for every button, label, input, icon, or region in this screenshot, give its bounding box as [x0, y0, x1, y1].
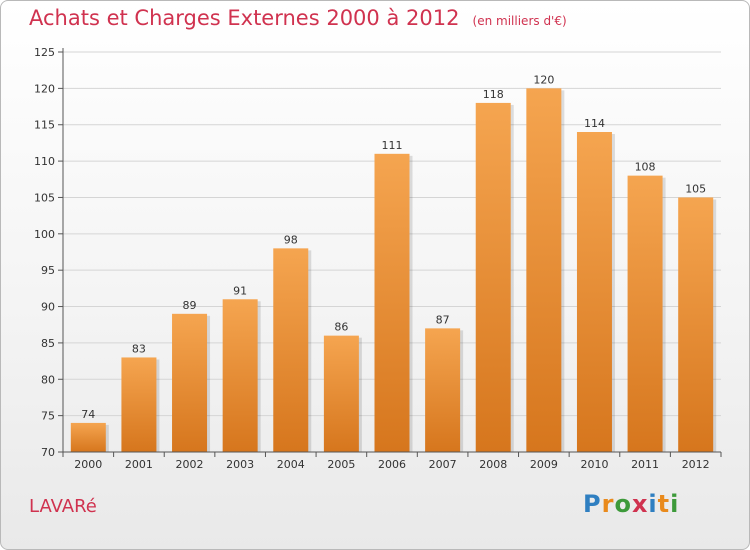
bar	[425, 328, 461, 452]
y-tick-label: 75	[41, 410, 55, 423]
value-label: 105	[685, 182, 706, 195]
logo-letter: t	[657, 490, 671, 518]
y-tick-label: 80	[41, 373, 55, 386]
y-tick-label: 125	[34, 46, 55, 59]
x-tick-label: 2000	[74, 458, 102, 471]
value-label: 118	[483, 88, 504, 101]
value-label: 108	[635, 161, 656, 174]
value-label: 74	[81, 408, 95, 421]
x-tick-label: 2008	[479, 458, 507, 471]
bar	[475, 102, 511, 452]
bar	[576, 132, 612, 452]
bar	[323, 335, 359, 452]
x-tick-label: 2001	[125, 458, 153, 471]
logo-letter: o	[614, 490, 632, 518]
x-tick-label: 2009	[530, 458, 558, 471]
title-text: Achats et Charges Externes 2000 à 2012	[29, 6, 460, 30]
value-label: 87	[436, 313, 450, 326]
y-tick-label: 110	[34, 155, 55, 168]
logo-letter: i	[670, 490, 680, 518]
x-tick-label: 2002	[176, 458, 204, 471]
bar	[222, 299, 258, 452]
bar	[678, 197, 714, 452]
value-label: 86	[334, 321, 348, 334]
chart-title: Achats et Charges Externes 2000 à 2012 (…	[29, 6, 567, 30]
y-tick-label: 105	[34, 191, 55, 204]
bars	[70, 88, 717, 453]
y-tick-label: 95	[41, 264, 55, 277]
x-tick-label: 2011	[631, 458, 659, 471]
y-tick-label: 85	[41, 337, 55, 350]
logo-letter: P	[583, 490, 602, 518]
bar	[526, 88, 562, 452]
value-label: 111	[382, 139, 403, 152]
y-tick-label: 90	[41, 301, 55, 314]
value-label: 114	[584, 117, 605, 130]
y-tick-label: 115	[34, 119, 55, 132]
unit-text: (en milliers d'€)	[472, 14, 567, 28]
y-tick-label: 120	[34, 82, 55, 95]
value-label: 98	[284, 233, 298, 246]
x-tick-label: 2012	[682, 458, 710, 471]
proxiti-logo: Proxiti	[583, 490, 679, 518]
bar	[374, 153, 410, 452]
bar	[70, 422, 106, 452]
value-label: 89	[183, 299, 197, 312]
bar	[627, 175, 663, 453]
bar	[121, 357, 157, 452]
bar	[273, 248, 309, 452]
value-label: 83	[132, 342, 146, 355]
x-tick-label: 2003	[226, 458, 254, 471]
x-tick-label: 2006	[378, 458, 406, 471]
logo-letter: i	[648, 490, 658, 518]
x-tick-label: 2005	[327, 458, 355, 471]
value-label: 91	[233, 284, 247, 297]
axes: 70 75 80 85 90 95 100 105 110 115 120 125 2000 2001 20…	[34, 46, 722, 471]
y-tick-label: 70	[41, 446, 55, 459]
logo-letter: x	[631, 490, 649, 518]
commune-name: LAVARé	[29, 496, 97, 517]
x-tick-label: 2007	[429, 458, 457, 471]
value-labels: 74 83 89 91 98 86 111 87 118 120 114 108 105	[81, 73, 706, 421]
bar	[172, 313, 208, 452]
x-tick-label: 2010	[580, 458, 608, 471]
value-label: 120	[533, 73, 554, 86]
y-tick-label: 100	[34, 228, 55, 241]
x-tick-label: 2004	[277, 458, 305, 471]
logo-letter: r	[601, 490, 615, 518]
